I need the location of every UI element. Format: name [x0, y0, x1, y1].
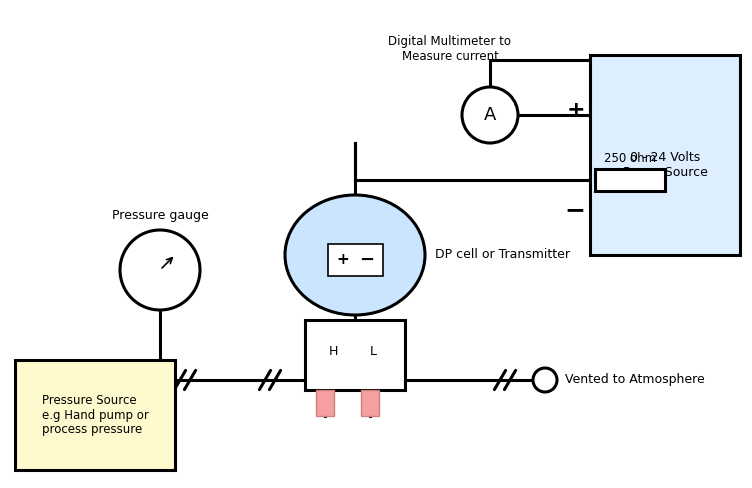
- Text: +: +: [566, 100, 585, 120]
- Text: L: L: [369, 345, 377, 358]
- Circle shape: [120, 230, 200, 310]
- Text: Vented to Atmosphere: Vented to Atmosphere: [565, 373, 705, 386]
- Text: Pressure gauge: Pressure gauge: [111, 209, 208, 222]
- FancyBboxPatch shape: [590, 55, 740, 255]
- Text: A: A: [484, 106, 496, 124]
- Text: −: −: [359, 251, 374, 269]
- FancyBboxPatch shape: [595, 169, 665, 191]
- Text: Pressure Source
e.g Hand pump or
process pressure: Pressure Source e.g Hand pump or process…: [41, 393, 148, 436]
- FancyBboxPatch shape: [305, 320, 405, 390]
- FancyBboxPatch shape: [316, 390, 334, 416]
- Ellipse shape: [285, 195, 425, 315]
- Text: 250 ohm: 250 ohm: [604, 152, 656, 165]
- FancyBboxPatch shape: [361, 390, 379, 416]
- Text: +: +: [337, 252, 350, 267]
- FancyBboxPatch shape: [328, 244, 383, 276]
- Circle shape: [462, 87, 518, 143]
- FancyBboxPatch shape: [15, 360, 175, 470]
- Circle shape: [533, 368, 557, 392]
- Text: Digital Multimeter to
Measure current: Digital Multimeter to Measure current: [389, 35, 511, 63]
- Text: 0 - 24 Volts
Power Source: 0 - 24 Volts Power Source: [623, 151, 708, 179]
- Text: DP cell or Transmitter: DP cell or Transmitter: [435, 248, 570, 262]
- Text: −: −: [564, 198, 585, 222]
- Text: H: H: [329, 345, 338, 358]
